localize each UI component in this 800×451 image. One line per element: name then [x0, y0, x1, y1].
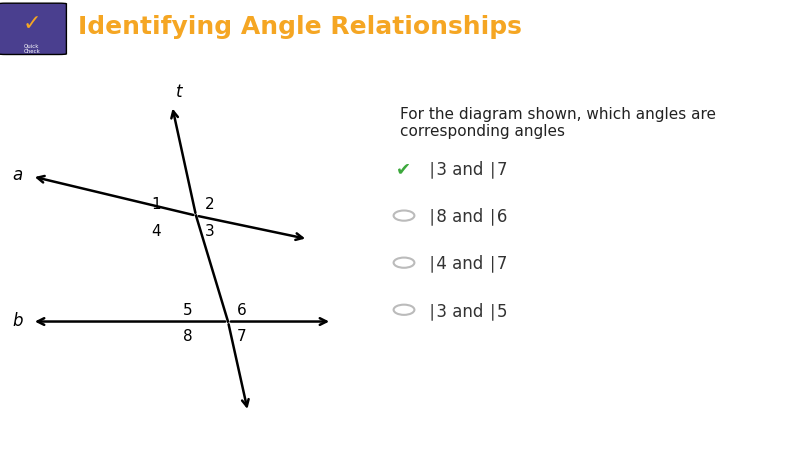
Text: ∣3 and ∣5: ∣3 and ∣5	[428, 301, 507, 319]
Text: 5: 5	[183, 303, 193, 318]
FancyBboxPatch shape	[0, 4, 66, 55]
Text: Identifying Angle Relationships: Identifying Angle Relationships	[78, 15, 522, 39]
Text: 4: 4	[151, 223, 161, 238]
Text: 2: 2	[205, 197, 214, 212]
Text: a: a	[12, 166, 22, 184]
Text: For the diagram shown, which angles are
corresponding angles: For the diagram shown, which angles are …	[400, 106, 716, 139]
Text: 1: 1	[151, 197, 161, 212]
Text: ✔: ✔	[396, 160, 411, 178]
Text: t: t	[176, 83, 182, 101]
Text: b: b	[12, 311, 22, 329]
Text: 6: 6	[237, 303, 246, 318]
Text: ∣3 and ∣7: ∣3 and ∣7	[428, 160, 507, 178]
Text: 3: 3	[205, 223, 214, 238]
Text: 7: 7	[237, 329, 246, 344]
Text: ✓: ✓	[22, 14, 42, 34]
Text: Quick
Check: Quick Check	[23, 43, 41, 54]
Text: ∣8 and ∣6: ∣8 and ∣6	[428, 207, 507, 225]
Text: 8: 8	[183, 329, 193, 344]
Text: ∣4 and ∣7: ∣4 and ∣7	[428, 254, 507, 272]
